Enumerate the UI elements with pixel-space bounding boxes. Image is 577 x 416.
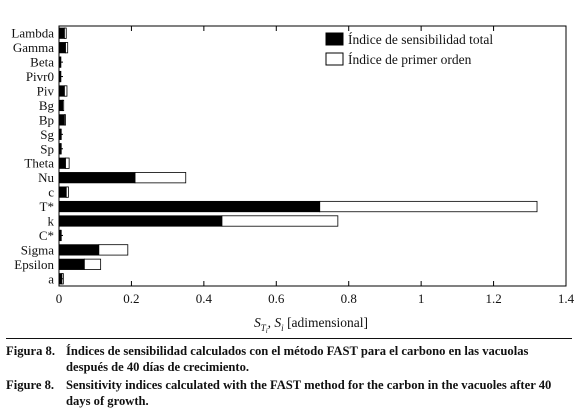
category-label-sg: Sg [40,127,54,142]
caption-text-es: Índices de sensibilidad calculados con e… [66,344,529,374]
plot-area [58,25,567,287]
bar-total-t [58,200,321,213]
legend-label-total: Índice de sensibilidad total [348,32,493,47]
category-label-epsilon: Epsilon [14,257,54,272]
category-label-nu: Nu [38,170,54,185]
x-tick-label: 0.8 [341,291,357,306]
bar-first-order-bp [64,114,66,126]
sensitivity-chart: LambdaGammaBetaPivr0PivBgBpSgSpThetaNucT… [11,25,575,335]
x-axis-label: STi, Si [adimensional] [254,315,368,335]
bar-first-order-c [65,186,69,198]
plot-frame [58,25,567,287]
category-label-lambda: Lambda [11,26,54,41]
category-label-bp: Bp [39,112,54,127]
category-label-pivr0: Pivr0 [26,69,54,84]
bar-total-k [58,215,223,227]
category-label-k: k [48,214,55,229]
category-labels: LambdaGammaBetaPivr0PivBgBpSgSpThetaNucT… [11,26,63,286]
x-tick-label: 0.6 [268,291,285,306]
bar-first-order-lambda [64,27,67,39]
caption-text-en: Sensitivity indices calculated with the … [66,378,552,408]
x-tick-label: 1.2 [485,291,501,306]
bar-first-order-epsilon [83,258,102,270]
x-tick-label: 1.4 [558,291,575,306]
category-label-c: c [48,185,54,200]
bar-first-order-t [319,200,538,213]
legend-label-first-order: Índice de primer orden [348,52,472,67]
category-label-gamma: Gamma [13,40,54,55]
category-label-bg: Bg [39,98,55,113]
category-label-sp: Sp [40,141,54,156]
x-axis-ticks: 0 0.2 0.4 0.6 0.8 1 1.2 1.4 [56,26,575,306]
category-label-piv: Piv [37,84,55,99]
caption-label-en: Figure 8. [6,378,55,392]
caption-top-rule [6,338,572,339]
x-tick-label: 1 [418,291,425,306]
bar-total-nu [58,172,136,184]
category-label-sigma: Sigma [21,242,54,257]
bar-total-sigma [58,244,100,256]
bar-first-order-piv [64,85,68,97]
caption-label-es: Figura 8. [6,344,55,358]
legend: Índice de sensibilidad total Índice de p… [325,32,493,67]
bar-first-order-sigma [98,244,129,256]
category-label-beta: Beta [30,55,54,70]
caption-spanish: Figura 8. Índices de sensibilidad calcul… [6,343,572,375]
figure-captions: Figura 8. Índices de sensibilidad calcul… [6,343,572,409]
category-label-theta: Theta [24,156,54,171]
bar-first-order-nu [134,172,187,184]
category-label-c: C* [39,228,54,243]
x-tick-label: 0.2 [123,291,139,306]
x-tick-label: 0 [56,291,63,306]
caption-english: Figure 8. Sensitivity indices calculated… [6,377,572,409]
legend-swatch-total [325,32,344,46]
legend-swatch-first-order [325,52,344,66]
x-tick-label: 0.4 [196,291,213,306]
category-label-t: T* [40,199,54,214]
bar-first-order-theta [65,157,70,169]
bar-first-order-k [221,215,339,227]
category-label-a: a [48,271,54,286]
bar-first-order-gamma [65,42,69,54]
